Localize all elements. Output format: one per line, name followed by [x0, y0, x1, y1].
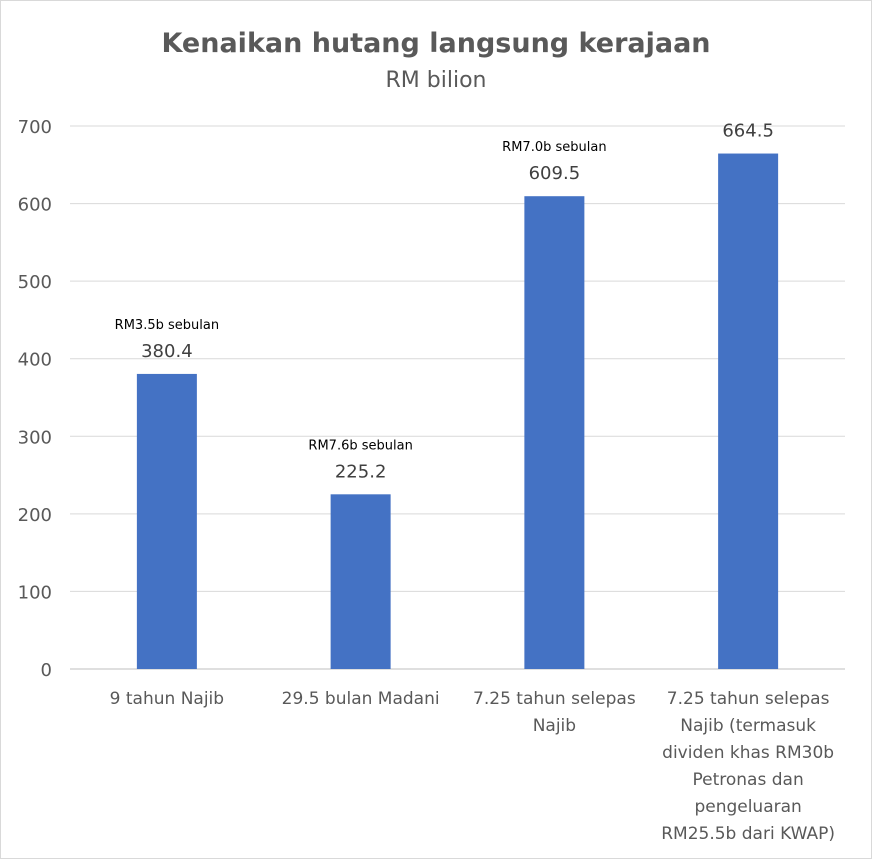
data-labels: 380.4 RM3.5b sebulan 225.2 RM7.6b sebulan 60… [115, 121, 774, 483]
category-label: 7.25 tahun selepas Najib [473, 689, 636, 736]
bar-annotation: RM7.6b sebulan [308, 438, 412, 453]
chart-subtitle: RM bilion [386, 68, 487, 93]
category-label: 7.25 tahun selepas Najib (termasuk dividen… [661, 689, 835, 844]
bar-annotation: RM7.0b sebulan [502, 140, 606, 155]
y-tick-label: 600 [18, 195, 52, 216]
y-tick-label: 100 [18, 582, 52, 603]
bar [136, 373, 197, 669]
bar [330, 494, 391, 669]
data-label: 225.2 [335, 461, 387, 482]
bars [136, 153, 779, 670]
data-label: 664.5 [722, 121, 774, 142]
category-label: 29.5 bulan Madani [282, 689, 440, 709]
y-tick-label: 300 [18, 427, 52, 448]
y-tick-label: 400 [18, 350, 52, 371]
x-axis-category-labels: 9 tahun Najib 29.5 bulan Madani 7.25 tahun… [110, 689, 835, 844]
y-tick-label: 500 [18, 272, 52, 293]
chart-title: Kenaikan hutang langsung kerajaan [161, 28, 710, 59]
data-label: 609.5 [529, 163, 581, 184]
y-axis-tick-labels: 0 100 200 300 400 500 600 700 [18, 117, 52, 681]
y-tick-label: 0 [41, 660, 52, 681]
y-tick-label: 200 [18, 505, 52, 526]
y-tick-label: 700 [18, 117, 52, 138]
bar-annotation: RM3.5b sebulan [115, 318, 219, 333]
category-label: 9 tahun Najib [110, 689, 224, 709]
bar [718, 153, 779, 670]
bar [524, 196, 585, 669]
data-label: 380.4 [141, 341, 193, 362]
grid-lines [70, 125, 845, 670]
